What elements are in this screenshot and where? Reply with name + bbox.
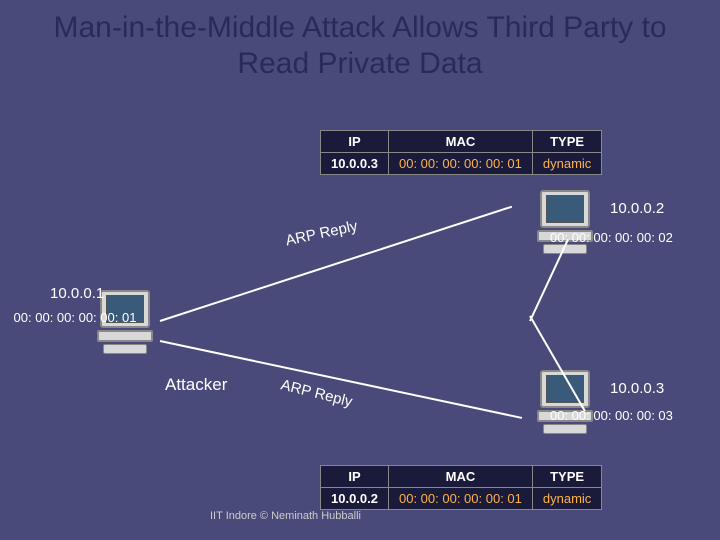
arp-reply-down-label: ARP Reply — [279, 376, 354, 410]
col-mac: MAC — [389, 131, 533, 153]
col-mac: MAC — [389, 466, 533, 488]
arp-table-top: IP MAC TYPE 10.0.0.3 00: 00: 00: 00: 00:… — [320, 130, 602, 175]
slide-title: Man-in-the-Middle Attack Allows Third Pa… — [0, 0, 720, 82]
victim-top-mac-label: 00: 00: 00: 00: 00: 02 — [550, 230, 673, 245]
cell-mac: 00: 00: 00: 00: 00: 01 — [389, 488, 533, 510]
cell-mac: 00: 00: 00: 00: 00: 01 — [389, 153, 533, 175]
col-type: TYPE — [532, 466, 601, 488]
table-row: 10.0.0.3 00: 00: 00: 00: 00: 01 dynamic — [321, 153, 602, 175]
cell-type: dynamic — [532, 153, 601, 175]
footer-credit: IIT Indore © Neminath Hubballi — [210, 510, 361, 522]
col-type: TYPE — [532, 131, 601, 153]
arp-table-bottom: IP MAC TYPE 10.0.0.2 00: 00: 00: 00: 00:… — [320, 465, 602, 510]
col-ip: IP — [321, 466, 389, 488]
attacker-ip-label: 10.0.0.1 — [50, 285, 104, 302]
cell-type: dynamic — [532, 488, 601, 510]
victim-bottom-ip-label: 10.0.0.3 — [610, 380, 664, 397]
victim-bottom-mac-label: 00: 00: 00: 00: 00: 03 — [550, 408, 673, 423]
attacker-label: Attacker — [165, 375, 227, 395]
cell-ip: 10.0.0.2 — [321, 488, 389, 510]
attacker-mac-label: 00: 00: 00: 00: 00: 01 — [0, 310, 150, 325]
arp-reply-up-label: ARP Reply — [284, 218, 359, 250]
victim-top-ip-label: 10.0.0.2 — [610, 200, 664, 217]
table-row: 10.0.0.2 00: 00: 00: 00: 00: 01 dynamic — [321, 488, 602, 510]
col-ip: IP — [321, 131, 389, 153]
cell-ip: 10.0.0.3 — [321, 153, 389, 175]
